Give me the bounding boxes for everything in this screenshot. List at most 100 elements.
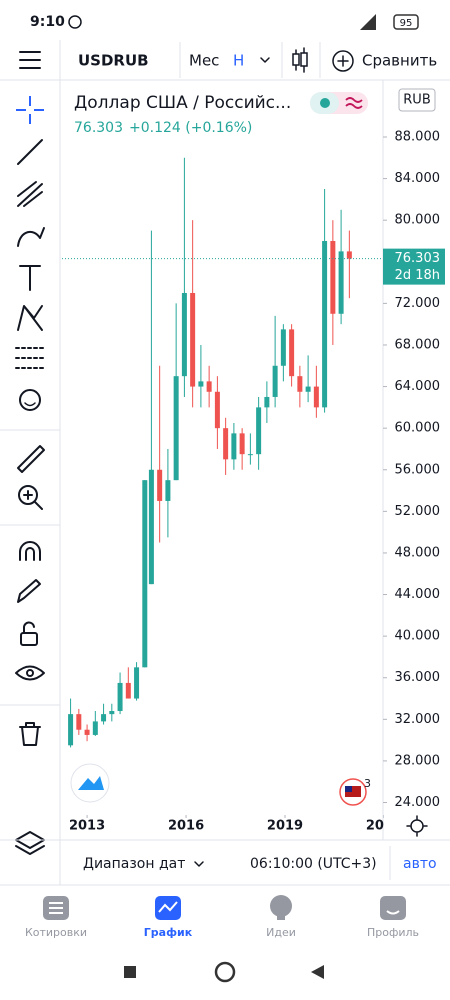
y-tick-label: 72.000 (395, 296, 441, 311)
axes: 24.000 28.000 32.000 36.000 40.000 44.000 48.0… (69, 129, 445, 834)
y-tick-label: 88.000 (395, 129, 441, 144)
candle-body (313, 386, 319, 408)
y-tick-label: 60.000 (395, 421, 441, 436)
candle-body (330, 240, 336, 314)
interval-short[interactable]: Н (233, 52, 244, 70)
y-tick-label: 48.000 (395, 545, 441, 560)
y-tick-label: 56.000 (395, 462, 441, 477)
nav-chart[interactable]: График (144, 896, 193, 939)
candle-body (109, 711, 115, 715)
emoji-tool[interactable] (19, 389, 41, 411)
zoom-tool (23, 490, 43, 510)
back-button[interactable] (311, 965, 324, 979)
chevron (194, 861, 204, 867)
signal-icon (360, 14, 376, 30)
candle-body (239, 433, 245, 455)
chevron (260, 57, 270, 63)
legend-title: Доллар США / Российс... (74, 93, 291, 113)
candle-body (231, 433, 237, 460)
nav-icon (380, 896, 406, 920)
y-tick-label: 64.000 (395, 379, 441, 394)
y-tick-label: 28.000 (395, 753, 441, 768)
chart-type-icon (300, 52, 308, 67)
date-range[interactable]: Диапазон дат (83, 856, 185, 872)
nav-quotes[interactable]: Котировки (25, 896, 87, 939)
candle-body (272, 365, 278, 397)
chart-type-button[interactable] (292, 47, 308, 73)
candle-body (198, 381, 204, 387)
candle-body (206, 381, 212, 392)
lock-tool[interactable] (20, 632, 38, 646)
x-tick-label: 2019 (267, 819, 303, 834)
home-button[interactable] (214, 961, 236, 983)
layers-tool[interactable] (15, 831, 45, 855)
candle-body (125, 682, 131, 699)
candle-body (346, 251, 352, 259)
nav-label: Котировки (25, 926, 87, 939)
stay-drawing-tool[interactable] (17, 579, 41, 603)
lock-tool (23, 621, 35, 634)
y-tick-label: 80.000 (395, 213, 441, 228)
crosshair-tool[interactable] (16, 96, 44, 124)
prediction-tool[interactable] (15, 347, 45, 369)
y-tick-label: 36.000 (395, 670, 441, 685)
candle-body (305, 386, 311, 392)
status-bar (0, 0, 450, 40)
last-price: 76.303 (74, 120, 123, 136)
nav-label: Идеи (266, 926, 296, 939)
nav-profile[interactable]: Профиль (367, 896, 419, 939)
hide-tool (26, 669, 34, 677)
pattern-tool[interactable] (17, 305, 43, 331)
ruler-tool[interactable] (17, 445, 45, 473)
countdown: 2d 18h (395, 268, 440, 283)
interval[interactable]: Мес (189, 52, 219, 70)
candle-body (134, 667, 140, 699)
settings-icon[interactable] (410, 819, 424, 833)
plot-area (62, 157, 383, 748)
events-count: 3 (364, 777, 371, 790)
candle-body (165, 480, 171, 501)
auto-scale[interactable]: авто (403, 856, 437, 872)
currency-box[interactable] (398, 88, 436, 112)
zoom-tool[interactable] (18, 485, 38, 505)
left-toolbar (0, 96, 60, 855)
flag-icon (345, 786, 361, 797)
recents-button[interactable] (124, 966, 136, 978)
hide-tool[interactable] (15, 665, 45, 681)
magnet-tool[interactable] (19, 541, 41, 561)
candle-body (84, 729, 90, 735)
text-tool[interactable] (19, 265, 41, 291)
fib-tool[interactable] (17, 181, 43, 207)
candle-body (223, 428, 229, 460)
candle-body (173, 376, 179, 481)
currency: RUB (403, 93, 430, 108)
settings-icon (406, 815, 428, 837)
nav-ideas[interactable]: Идеи (266, 895, 296, 939)
candle-body (190, 292, 196, 387)
y-tick-label: 40.000 (395, 629, 441, 644)
status-time: 9:10 (30, 14, 65, 30)
candle-body (247, 454, 253, 456)
x-tick-label: 2013 (69, 819, 105, 834)
compare-icon[interactable] (332, 50, 354, 72)
delete-tool[interactable] (19, 722, 41, 746)
candle-body (157, 469, 163, 501)
y-tick-label: 52.000 (395, 504, 441, 519)
line-tool[interactable] (17, 139, 43, 165)
nav-label: График (144, 926, 193, 939)
menu-button[interactable] (19, 51, 41, 69)
candle-body (322, 240, 328, 408)
candle-body (76, 714, 82, 730)
compare-label[interactable]: Сравнить (362, 52, 437, 70)
y-tick-label: 24.000 (395, 795, 441, 810)
candle-body (280, 329, 286, 366)
emoji-tool (24, 402, 36, 407)
compare-icon (337, 55, 349, 67)
brush-tool[interactable] (17, 227, 45, 247)
candle-body (338, 251, 344, 314)
menu-icon (19, 51, 41, 69)
candle-body (101, 714, 107, 722)
symbol[interactable]: USDRUB (78, 52, 149, 70)
last-price-label: 76.303 (395, 251, 441, 266)
